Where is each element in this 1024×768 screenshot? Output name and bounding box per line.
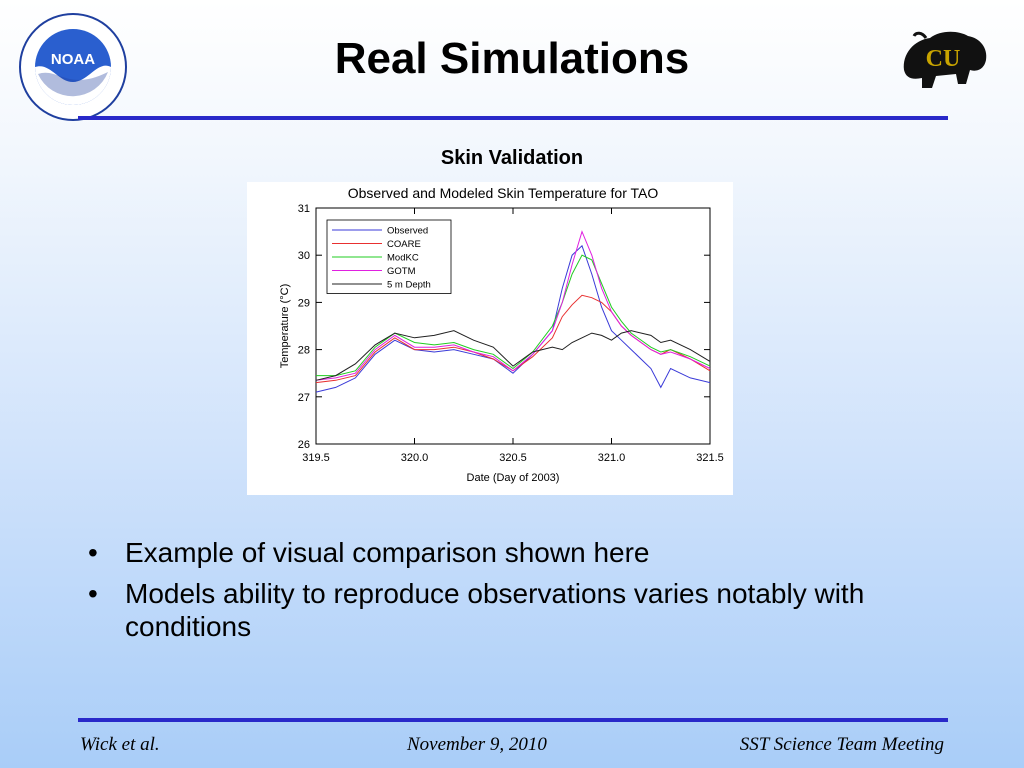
noaa-logo: NOAA xyxy=(18,12,128,122)
bullet-text: Example of visual comparison shown here xyxy=(125,537,650,568)
x-tick-label: 321.5 xyxy=(696,452,724,464)
chart-legend: Observed COARE ModKC GOTM 5 m Depth xyxy=(326,219,452,294)
x-axis-label: Date (Day of 2003) xyxy=(467,472,560,484)
y-tick-label: 29 xyxy=(298,297,310,309)
noaa-logo-text: NOAA xyxy=(51,51,95,68)
series-line-observed xyxy=(315,244,711,393)
slide-title: Real Simulations xyxy=(334,34,690,83)
chart-title: Observed and Modeled Skin Temperature fo… xyxy=(348,185,659,201)
y-tick-label: 30 xyxy=(298,250,310,262)
footer-meeting: SST Science Team Meeting xyxy=(739,734,944,755)
y-tick-label: 28 xyxy=(298,345,310,357)
header-divider xyxy=(78,116,948,120)
skin-temperature-chart: Observed and Modeled Skin Temperature fo… xyxy=(279,185,724,484)
y-tick-label: 26 xyxy=(298,439,310,451)
legend-label: COARE xyxy=(387,239,421,250)
x-tick-label: 320.5 xyxy=(499,452,527,464)
noaa-logo-icon: NOAA xyxy=(19,13,127,121)
bullet-list: • Example of visual comparison shown here… xyxy=(88,536,948,651)
bullet-icon: • xyxy=(88,578,98,609)
chart-caption: Skin Validation xyxy=(440,147,584,169)
bullet-item: • Models ability to reproduce observation… xyxy=(88,577,948,643)
legend-label: ModKC xyxy=(387,253,419,264)
series-line-gotm xyxy=(315,230,711,381)
cu-buffalo-logo-icon: CU xyxy=(903,31,987,88)
x-tick-label: 319.5 xyxy=(302,452,330,464)
x-tick-label: 321.0 xyxy=(598,452,626,464)
series-line-5-m-depth xyxy=(315,330,711,381)
footer-author: Wick et al. xyxy=(80,734,160,755)
bullet-item: • Example of visual comparison shown here xyxy=(88,536,948,569)
y-axis-label: Temperature (°C) xyxy=(279,284,291,368)
bullet-text: Models ability to reproduce observations… xyxy=(125,578,865,642)
footer-date: November 9, 2010 xyxy=(407,734,547,755)
legend-label: 5 m Depth xyxy=(387,280,431,291)
legend-label: GOTM xyxy=(387,266,416,277)
legend-label: Observed xyxy=(387,226,428,237)
x-tick-label: 320.0 xyxy=(401,452,429,464)
series-line-modkc xyxy=(316,254,711,377)
y-tick-label: 27 xyxy=(298,392,310,404)
cu-logo-text: CU xyxy=(926,46,961,72)
chart-panel: Observed and Modeled Skin Temperature fo… xyxy=(247,182,733,495)
y-tick-label: 31 xyxy=(298,203,310,215)
bullet-icon: • xyxy=(88,537,98,568)
footer-divider xyxy=(78,718,948,722)
cu-logo: CU xyxy=(896,26,991,98)
